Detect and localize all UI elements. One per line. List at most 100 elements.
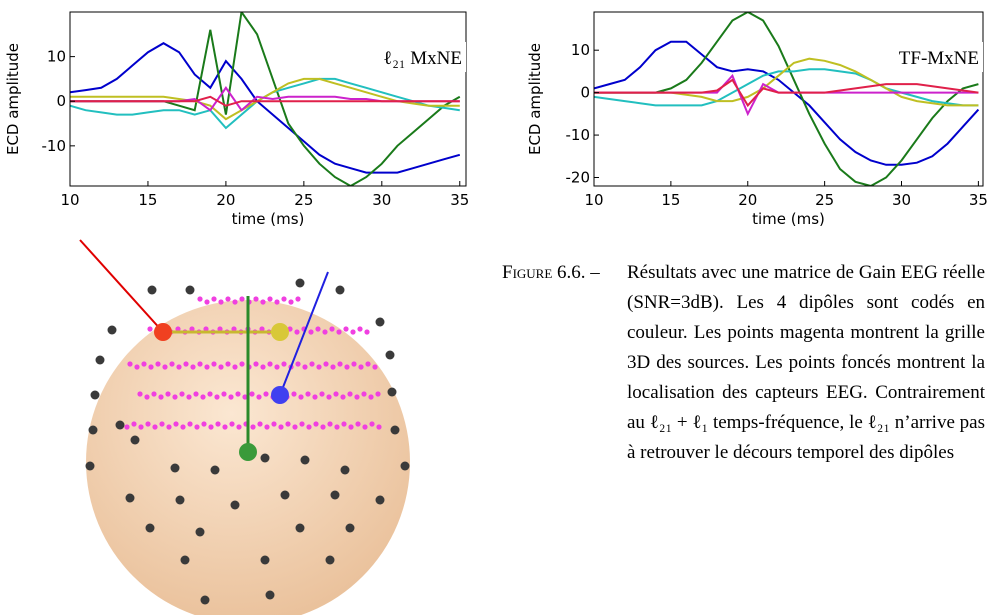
source-point — [291, 391, 297, 397]
x-tick-label: 20 — [216, 191, 235, 209]
source-point — [159, 421, 165, 427]
source-point — [306, 424, 312, 430]
source-point — [203, 326, 209, 332]
source-point — [218, 299, 224, 305]
source-point — [369, 421, 375, 427]
source-point — [197, 296, 203, 302]
sensor-point — [345, 523, 355, 533]
source-point — [253, 361, 259, 367]
source-point — [249, 391, 255, 397]
source-point — [260, 364, 266, 370]
source-point — [208, 424, 214, 430]
source-point — [376, 424, 382, 430]
source-point — [172, 394, 178, 400]
caption-label: Figure 6.6. – — [502, 262, 600, 283]
series-line — [594, 68, 979, 107]
sensor-point — [90, 390, 100, 400]
x-axis-label: time (ms) — [232, 210, 305, 228]
source-point — [187, 421, 193, 427]
source-point — [281, 361, 287, 367]
sensor-point — [340, 465, 350, 475]
sensor-point — [115, 420, 125, 430]
annotation: ℓ₂₁ MxNE — [383, 48, 462, 69]
source-point — [274, 299, 280, 305]
source-point — [138, 424, 144, 430]
source-point — [152, 424, 158, 430]
source-point — [162, 364, 168, 370]
source-point — [257, 421, 263, 427]
series-line — [70, 77, 460, 121]
source-point — [309, 361, 315, 367]
sensor-point — [260, 453, 270, 463]
annotation: TF-MxNE — [899, 48, 979, 69]
dipole-red — [79, 239, 164, 333]
sensor-point — [95, 355, 105, 365]
plot-frame — [593, 11, 984, 187]
y-axis-label: ECD amplitude — [526, 43, 544, 155]
source-point — [151, 391, 157, 397]
chart: 10 15 20 25 30 35 -10 0 10 time (ms) ECD amplitude… — [4, 11, 469, 228]
source-point — [211, 296, 217, 302]
sensor-point — [85, 461, 95, 471]
source-point — [145, 421, 151, 427]
source-point — [313, 421, 319, 427]
source-point — [217, 326, 223, 332]
source-point — [295, 296, 301, 302]
source-point — [211, 361, 217, 367]
x-tick-label: 25 — [294, 191, 313, 209]
sensor-point — [200, 595, 210, 605]
source-point — [147, 326, 153, 332]
dipole-blue — [271, 386, 289, 404]
source-point — [239, 361, 245, 367]
source-point — [186, 394, 192, 400]
sensor-point — [295, 278, 305, 288]
source-point — [355, 421, 361, 427]
source-point — [295, 361, 301, 367]
source-point — [281, 296, 287, 302]
series-line — [70, 77, 460, 130]
x-axis-label: time (ms) — [752, 210, 825, 228]
source-point — [264, 424, 270, 430]
source-point — [288, 299, 294, 305]
sensor-point — [180, 555, 190, 565]
source-point — [271, 421, 277, 427]
source-point — [232, 364, 238, 370]
x-tick-label: 30 — [372, 191, 391, 209]
source-point — [176, 364, 182, 370]
source-point — [337, 361, 343, 367]
source-point — [232, 299, 238, 305]
x-tick-label: 15 — [661, 191, 680, 209]
source-point — [222, 424, 228, 430]
annotation-box — [366, 42, 466, 72]
x-tick-label: 10 — [584, 191, 603, 209]
series-line — [594, 40, 980, 166]
source-point — [214, 394, 220, 400]
source-point — [148, 364, 154, 370]
source-point — [285, 421, 291, 427]
source-point — [169, 361, 175, 367]
series-line — [70, 42, 461, 174]
source-point — [368, 394, 374, 400]
source-point — [315, 326, 321, 332]
source-point — [165, 391, 171, 397]
source-point — [236, 424, 242, 430]
sensor-point — [300, 455, 310, 465]
dipole-green — [239, 443, 257, 461]
source-point — [180, 424, 186, 430]
sensor-point — [335, 285, 345, 295]
source-point — [215, 421, 221, 427]
source-point — [299, 421, 305, 427]
y-tick-label: -10 — [566, 126, 591, 144]
source-point — [200, 394, 206, 400]
sensor-point — [325, 555, 335, 565]
x-tick-label: 35 — [969, 191, 988, 209]
source-point — [155, 361, 161, 367]
series-line — [70, 12, 461, 186]
source-point — [344, 364, 350, 370]
sensor-point — [260, 555, 270, 565]
y-tick-label: 10 — [47, 48, 66, 66]
source-point — [274, 364, 280, 370]
source-point — [141, 361, 147, 367]
series-group — [70, 12, 461, 186]
